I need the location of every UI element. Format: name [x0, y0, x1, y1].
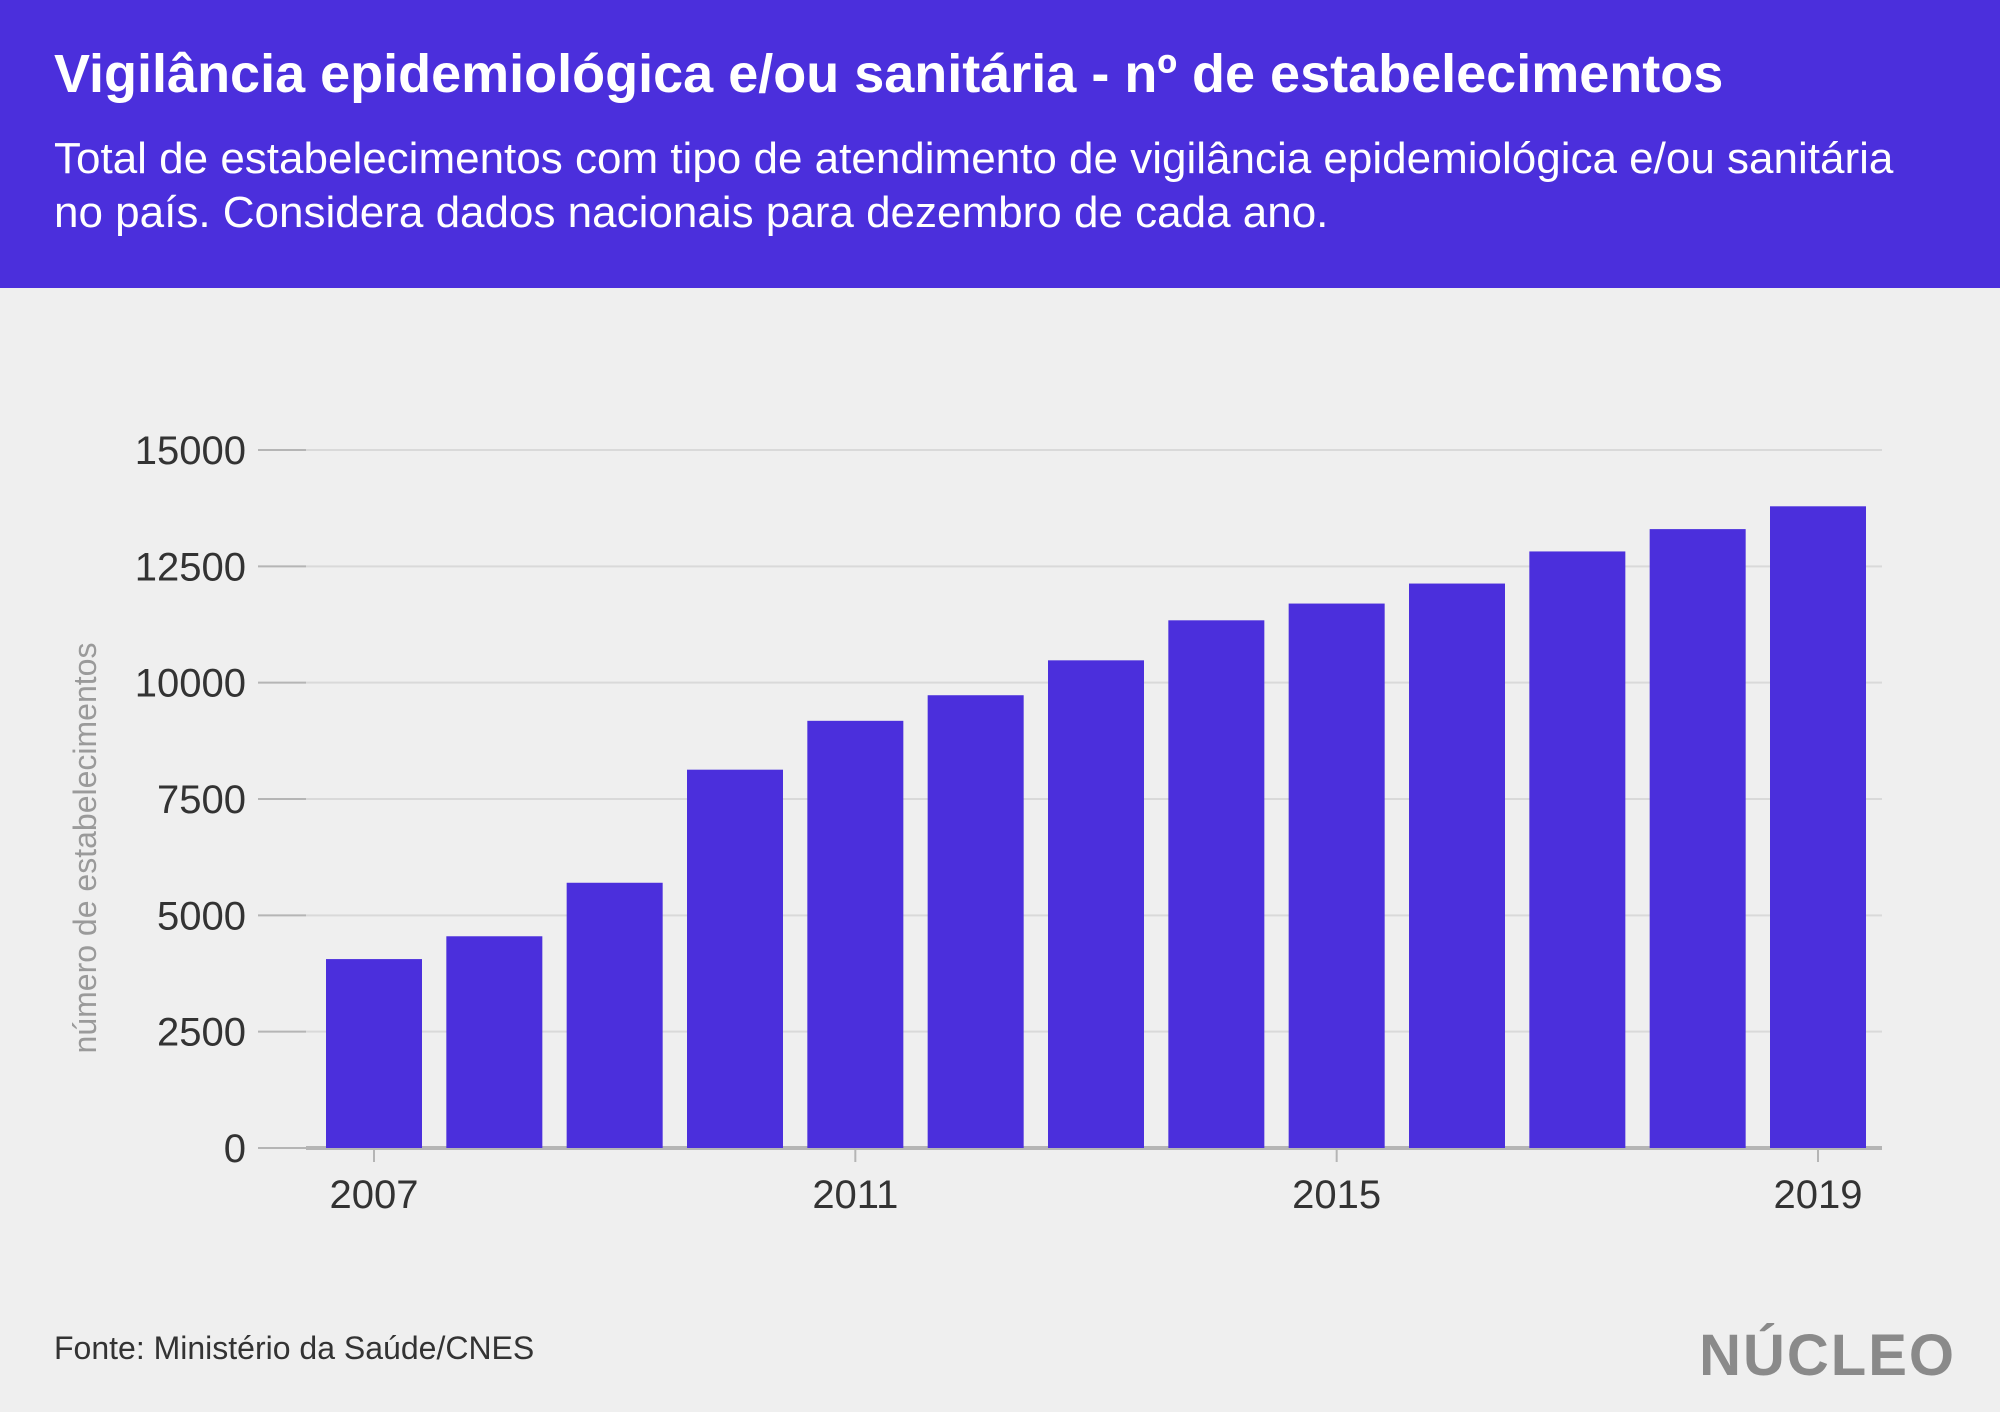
y-tick-label-2500: 2500	[157, 1011, 246, 1055]
bar-2013	[1048, 660, 1144, 1148]
y-axis-title: número de estabelecimentos	[67, 643, 103, 1054]
y-tick-label-12500: 12500	[135, 545, 246, 589]
bars	[326, 506, 1866, 1149]
bar-2015	[1288, 603, 1385, 1148]
x-tick-label-2011: 2011	[812, 1173, 898, 1217]
bar-2017	[1529, 551, 1626, 1148]
y-tick-label-15000: 15000	[135, 429, 246, 473]
x-tick-label-2015: 2015	[1292, 1173, 1381, 1217]
y-tick-label-5000: 5000	[157, 894, 246, 938]
bar-2008	[446, 936, 543, 1148]
y-tick-label-7500: 7500	[157, 778, 246, 822]
bar-2012	[927, 695, 1024, 1148]
axes: 0 2500 5000 7500 10000 12500 15000 2007 2011 2015…	[135, 429, 1863, 1217]
bar-2009	[566, 882, 663, 1148]
header-banner: Vigilância epidemiológica e/ou sanitária…	[0, 0, 2000, 288]
bar-2007	[326, 959, 422, 1148]
source-note: Fonte: Ministério da Saúde/CNES	[54, 1330, 535, 1366]
y-tick-label-0: 0	[224, 1127, 246, 1171]
nucleo-logo: NÚCLEO	[1699, 1323, 1956, 1388]
bar-chart: 0 2500 5000 7500 10000 12500 15000 2007 2011 2015…	[67, 429, 1882, 1217]
y-tick-label-10000: 10000	[135, 662, 246, 706]
chart-subtitle: Total de estabelecimentos com tipo de at…	[54, 134, 1894, 237]
x-tick-label-2007: 2007	[330, 1173, 419, 1217]
chart-title: Vigilância epidemiológica e/ou sanitária…	[54, 44, 1724, 104]
x-tick-label-2019: 2019	[1774, 1173, 1863, 1217]
bar-2010	[687, 769, 783, 1148]
bar-2016	[1409, 583, 1505, 1148]
bar-2019	[1770, 506, 1866, 1149]
bar-2011	[807, 720, 904, 1148]
bar-2014	[1168, 620, 1265, 1148]
bar-2018	[1649, 529, 1746, 1148]
